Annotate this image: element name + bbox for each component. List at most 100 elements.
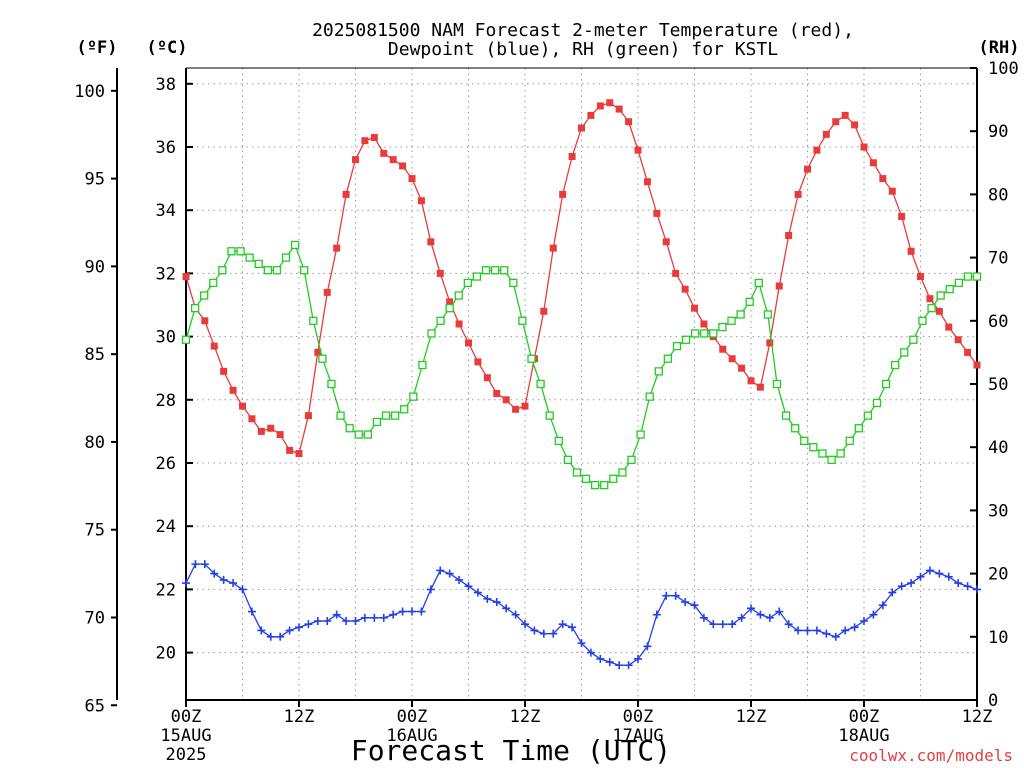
point-dewpoint (699, 613, 708, 622)
point-dewpoint (709, 620, 718, 629)
point-temperature (643, 178, 651, 186)
point-dewpoint (888, 588, 897, 597)
point-rh (809, 443, 818, 452)
point-dewpoint (473, 588, 482, 597)
tick-label-c: 24 (156, 517, 176, 537)
tick-label-c: 30 (156, 328, 176, 348)
point-rh (918, 316, 927, 325)
series-layer (181, 99, 982, 670)
tick-label-x: 00Z (849, 707, 880, 727)
point-dewpoint (182, 579, 190, 588)
point-rh (772, 379, 782, 389)
point-rh (500, 266, 509, 275)
point-rh (245, 253, 254, 262)
tick-label-x-date: 16AUG (386, 726, 437, 746)
axes: 65 70 75 80 85 90 95 100 20 22 24 26 28 30 32 34 36 38 0 10… (74, 59, 1018, 765)
point-rh (345, 424, 354, 433)
point-dewpoint (558, 620, 567, 629)
point-dewpoint (596, 654, 605, 663)
tick-label-f: 95 (85, 170, 105, 190)
point-temperature (662, 238, 670, 246)
point-rh (218, 266, 227, 275)
series-line-dewpoint (185, 563, 978, 666)
point-rh (745, 297, 754, 306)
point-dewpoint (652, 610, 661, 619)
point-rh (418, 360, 427, 370)
point-rh (618, 468, 627, 477)
point-temperature (239, 402, 246, 410)
tick-label-f: 85 (85, 345, 105, 365)
point-temperature (945, 323, 953, 331)
point-rh (763, 310, 773, 319)
point-rh (200, 291, 209, 300)
point-rh (327, 379, 336, 389)
point-rh (881, 379, 891, 389)
point-rh (481, 266, 491, 275)
point-temperature (549, 244, 557, 252)
point-rh (272, 266, 282, 275)
point-dewpoint (944, 572, 953, 581)
point-dewpoint (238, 585, 247, 594)
point-temperature (455, 320, 463, 328)
tick-label-x: 00Z (623, 707, 654, 727)
point-rh (381, 411, 391, 420)
tick-label-x: 12Z (962, 707, 993, 727)
point-dewpoint (737, 613, 746, 622)
tick-label-c: 34 (156, 201, 176, 221)
point-temperature (851, 121, 859, 129)
point-temperature (389, 156, 397, 164)
point-rh (227, 247, 236, 256)
point-dewpoint (323, 617, 332, 625)
point-temperature (267, 424, 275, 432)
point-dewpoint (897, 582, 906, 591)
point-dewpoint (530, 626, 539, 635)
point-dewpoint (398, 607, 407, 616)
point-dewpoint (822, 629, 831, 638)
point-temperature (615, 105, 623, 113)
point-rh (654, 367, 663, 376)
unit-label-celsius: (ºC) (147, 38, 188, 58)
point-rh (509, 278, 518, 288)
point-temperature (446, 298, 454, 306)
point-temperature (804, 165, 811, 173)
point-temperature (907, 247, 915, 255)
point-dewpoint (935, 569, 944, 578)
point-dewpoint (191, 560, 200, 569)
point-dewpoint (200, 560, 209, 569)
point-temperature (738, 364, 746, 372)
point-temperature (352, 156, 359, 164)
point-temperature (559, 190, 567, 198)
point-temperature (399, 162, 407, 170)
tick-label-f: 70 (85, 608, 105, 628)
chart-title-line1: 2025081500 NAM Forecast 2-meter Temperat… (312, 20, 854, 41)
point-dewpoint (266, 632, 275, 641)
tick-label-c: 20 (156, 644, 176, 664)
point-rh (800, 436, 809, 446)
point-rh (545, 411, 554, 420)
point-dewpoint (605, 658, 614, 667)
point-dewpoint (276, 632, 285, 641)
point-temperature (832, 118, 840, 126)
point-dewpoint (511, 610, 520, 619)
tick-label-rh: 100 (988, 59, 1019, 79)
point-dewpoint (351, 617, 360, 625)
point-dewpoint (925, 566, 934, 575)
point-rh (527, 354, 536, 363)
point-rh (536, 379, 545, 389)
point-dewpoint (370, 613, 379, 622)
point-rh (518, 316, 527, 325)
point-temperature (408, 175, 416, 183)
point-dewpoint (718, 620, 727, 629)
point-rh (300, 266, 309, 275)
point-dewpoint (690, 601, 699, 610)
point-rh (390, 411, 400, 420)
point-temperature (540, 307, 548, 315)
point-rh (754, 278, 763, 288)
point-temperature (512, 405, 520, 413)
point-rh (572, 468, 582, 477)
point-rh (581, 474, 591, 483)
point-dewpoint (860, 617, 868, 625)
tick-label-c: 36 (156, 138, 176, 158)
point-dewpoint (210, 569, 219, 578)
point-rh (400, 405, 409, 414)
